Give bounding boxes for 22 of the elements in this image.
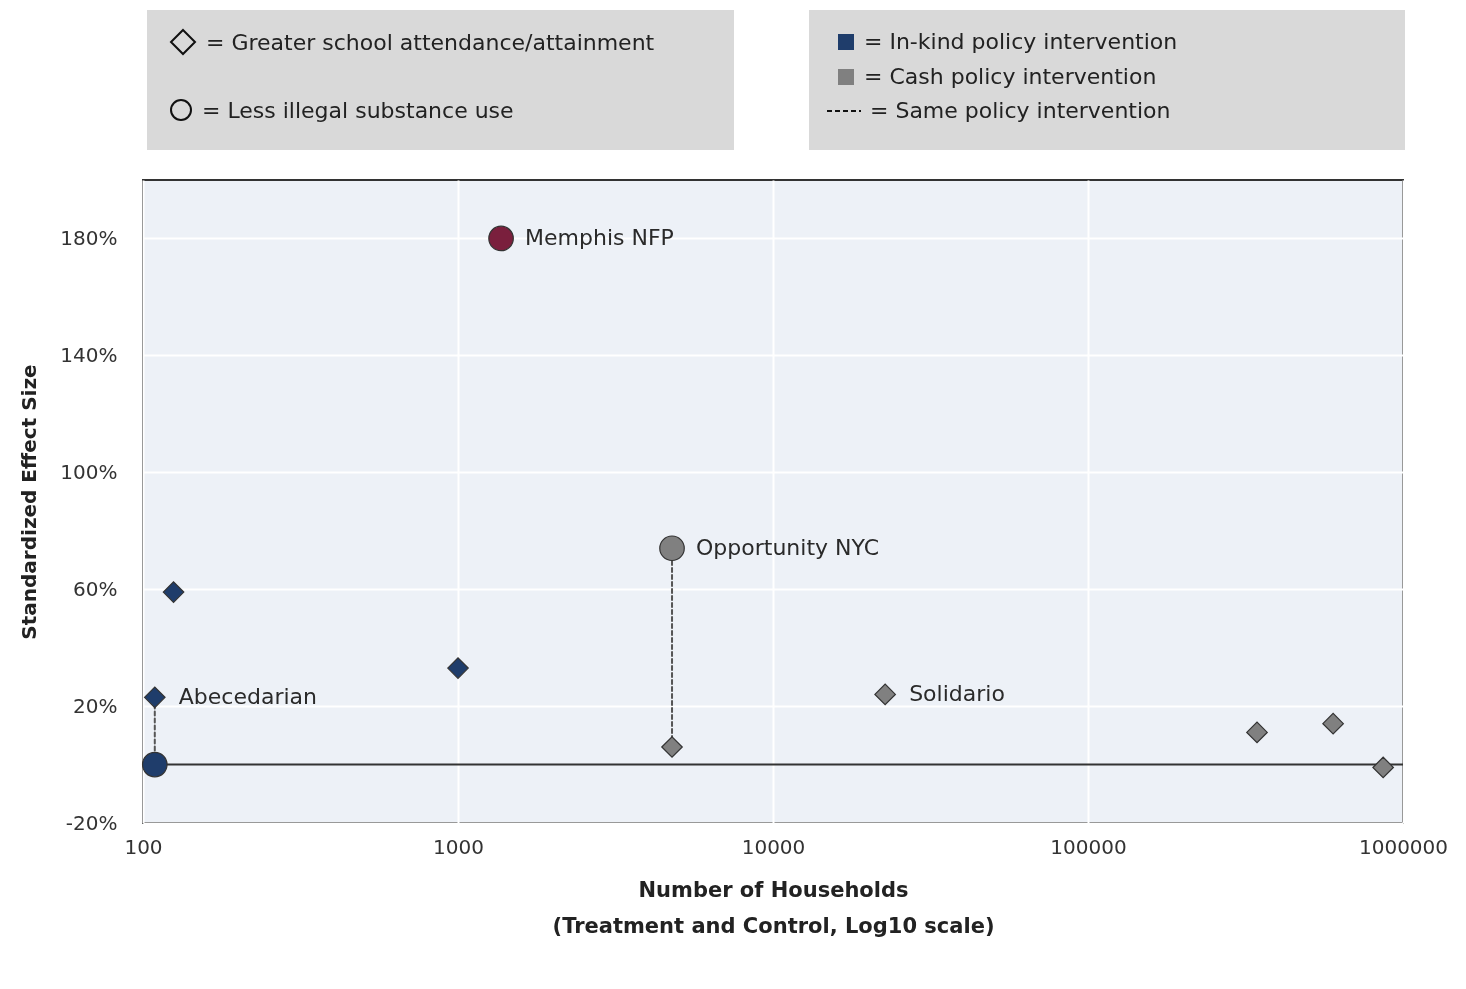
annotation: Solidario — [909, 681, 1005, 707]
annotation: Opportunity NYC — [696, 535, 880, 561]
annotation: Memphis NFP — [525, 225, 674, 251]
y-tick-label: 60% — [73, 576, 118, 601]
x-tick-label: 100 — [124, 834, 163, 859]
annotation: Abecedarian — [178, 684, 318, 710]
y-tick-label: 180% — [60, 225, 118, 250]
y-tick-label: 100% — [60, 459, 118, 484]
y-tick-label: -20% — [65, 810, 118, 835]
x-tick-label: 1000000 — [1358, 834, 1449, 859]
text: = Greater school attendance/attainment — [206, 29, 655, 55]
x-tick-label: 100000 — [1050, 834, 1127, 859]
text: = Cash policy intervention — [864, 64, 1157, 89]
y-axis-title: Standardized Effect Size — [17, 364, 42, 640]
text: = Less illegal substance use — [202, 97, 514, 123]
y-tick-label: 140% — [60, 342, 118, 367]
x-axis-title: Number of Households (Treatment and Control, Log10 scale) — [552, 877, 995, 938]
text: = In-kind policy intervention — [864, 29, 1178, 54]
y-tick-label: 20% — [73, 693, 118, 718]
x-tick-label: 1000 — [433, 834, 484, 859]
x-tick-label: 10000 — [741, 834, 806, 859]
text: = Same policy intervention — [870, 98, 1171, 123]
